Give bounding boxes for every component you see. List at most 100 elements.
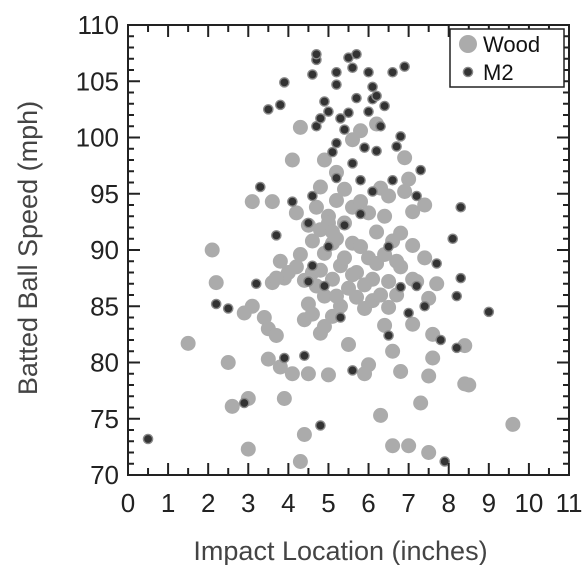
m2-point-32: [335, 113, 346, 124]
wood-point-84: [381, 188, 397, 204]
wood-point-75: [369, 224, 385, 240]
wood-point-43: [316, 288, 332, 304]
wood-point-24: [292, 119, 308, 135]
x-tick-label: 6: [361, 488, 375, 518]
wood-point-8: [244, 298, 260, 314]
m2-point-35: [339, 124, 350, 135]
wood-point-6: [240, 441, 256, 457]
m2-point-56: [383, 241, 394, 252]
m2-point-74: [455, 201, 467, 213]
m2-point-14: [303, 217, 314, 229]
m2-point-12: [299, 350, 310, 362]
m2-point-25: [323, 241, 334, 252]
y-tick-label: 80: [90, 348, 119, 378]
wood-point-1: [204, 242, 220, 258]
m2-point-48: [367, 81, 378, 93]
wood-point-97: [405, 204, 421, 220]
m2-point-54: [379, 100, 390, 112]
y-tick-label: 105: [76, 66, 119, 96]
m2-point-31: [331, 66, 342, 78]
wood-point-83: [377, 317, 393, 333]
m2-point-17: [307, 69, 318, 80]
wood-point-80: [373, 407, 389, 423]
m2-point-68: [431, 258, 443, 269]
m2-point-75: [451, 290, 463, 302]
wood-point-15: [268, 328, 284, 343]
x-tick-label: 11: [556, 488, 583, 518]
x-tick-label: 2: [201, 488, 215, 518]
m2-point-11: [287, 196, 298, 207]
wood-point-86: [381, 299, 397, 315]
wood-point-95: [401, 171, 417, 187]
m2-point-59: [391, 141, 402, 152]
wood-point-67: [353, 239, 369, 255]
m2-point-30: [331, 79, 342, 90]
wood-point-2: [208, 275, 224, 291]
wood-point-25: [292, 247, 308, 262]
m2-point-28: [331, 137, 342, 149]
wood-point-119: [288, 259, 304, 275]
wood-point-51: [328, 193, 344, 208]
x-tick-label: 4: [281, 488, 295, 518]
wood-point-10: [256, 310, 272, 325]
m2-point-41: [351, 48, 362, 60]
m2-point-70: [439, 456, 451, 467]
m2-point-3: [238, 397, 250, 409]
wood-point-35: [304, 306, 320, 322]
m2-point-71: [447, 233, 459, 245]
plot-frame: [127, 24, 570, 476]
m2-point-69: [435, 334, 447, 346]
wood-point-79: [373, 287, 389, 303]
wood-point-16: [272, 253, 288, 269]
m2-point-53: [375, 120, 386, 132]
m2-point-20: [311, 48, 322, 60]
x-tick-label: 7: [401, 488, 415, 518]
wood-point-88: [385, 343, 401, 359]
legend-marker-wood: [459, 35, 477, 53]
x-tick-label: 5: [321, 488, 335, 518]
wood-point-22: [284, 366, 300, 382]
x-tick-label: 0: [121, 488, 135, 518]
wood-point-118: [328, 288, 344, 304]
m2-point-44: [355, 174, 366, 186]
m2-point-76: [483, 306, 495, 318]
m2-point-58: [387, 66, 398, 78]
legend: Wood M2: [449, 28, 565, 88]
m2-point-23: [319, 96, 330, 107]
wood-point-96: [401, 438, 417, 454]
y-tick-label: 75: [90, 404, 119, 434]
wood-point-91: [393, 225, 409, 241]
wood-point-65: [353, 123, 369, 139]
m2-point-39: [347, 158, 358, 169]
x-tick-label: 9: [482, 488, 496, 518]
m2-point-29: [331, 172, 342, 184]
y-tick-label: 95: [90, 179, 119, 209]
wood-point-57: [336, 181, 352, 197]
wood-point-85: [381, 274, 397, 289]
m2-point-10: [279, 77, 290, 88]
m2-point-22: [315, 113, 326, 124]
wood-point-113: [505, 416, 521, 432]
ticks-layer: [127, 24, 570, 476]
m2-point-36: [343, 107, 354, 119]
wood-point-114: [385, 438, 401, 454]
wood-point-44: [320, 367, 336, 383]
m2-point-63: [403, 307, 414, 319]
m2-point-45: [359, 142, 370, 153]
m2-point-64: [411, 280, 422, 292]
wood-point-112: [461, 377, 477, 393]
legend-marker-m2: [462, 66, 474, 78]
wood-point-66: [353, 194, 369, 210]
wood-point-92: [393, 364, 409, 379]
y-tick-label: 100: [76, 123, 119, 153]
m2-point-33: [335, 312, 346, 323]
m2-point-26: [323, 106, 334, 117]
m2-point-46: [363, 106, 374, 117]
wood-point-124: [345, 267, 361, 283]
m2-point-66: [415, 164, 426, 176]
wood-point-33: [304, 233, 320, 249]
wood-point-11: [260, 351, 276, 367]
wood-point-64: [349, 289, 365, 305]
wood-point-36: [308, 199, 324, 215]
